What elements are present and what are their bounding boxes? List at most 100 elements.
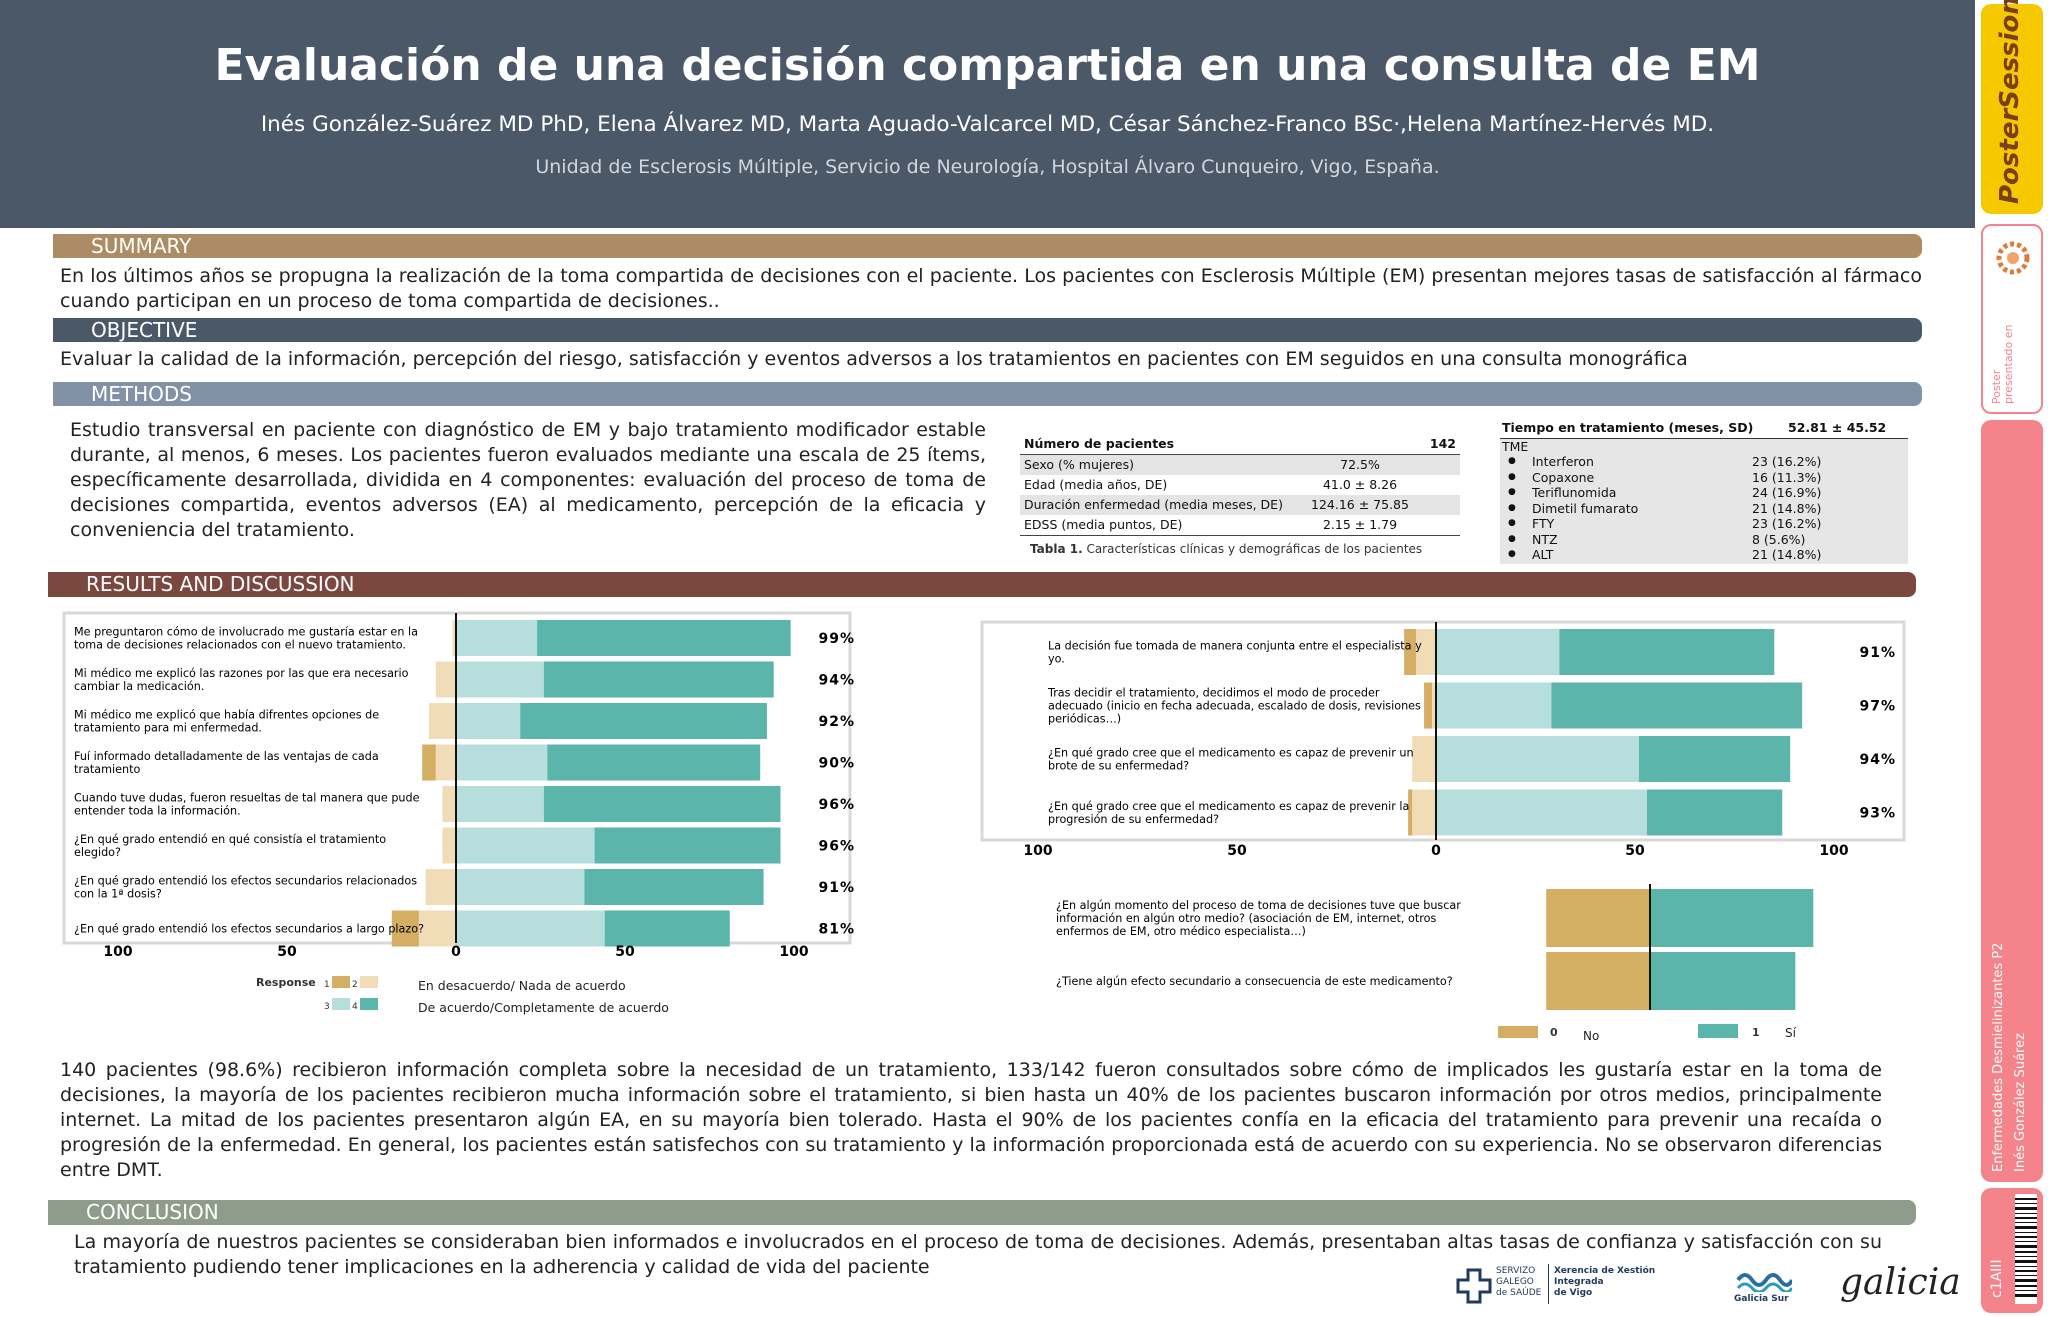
table-cell-label: EDSS (media puntos, DE) bbox=[1024, 517, 1183, 532]
bar-segment-1 bbox=[1404, 629, 1417, 675]
table-caption-number: Tabla 1. bbox=[1030, 542, 1083, 556]
x-tick-label: 50 bbox=[1625, 843, 1645, 858]
legend-key: 1 bbox=[324, 980, 330, 990]
x-tick-label: 100 bbox=[1023, 843, 1052, 858]
table-caption: Tabla 1. Características clínicas y demo… bbox=[1030, 542, 1422, 556]
table-caption-text: Características clínicas y demográficas … bbox=[1082, 542, 1423, 556]
code-block: c1AIII bbox=[1981, 1188, 2043, 1313]
xerencia-line: Xerencia de Xestión Integrada bbox=[1554, 1266, 1656, 1287]
bar-segment-3 bbox=[456, 827, 595, 864]
bar-segment-3 bbox=[456, 661, 544, 698]
bullet-icon: ● bbox=[1508, 533, 1516, 544]
legend-key: 2 bbox=[352, 980, 358, 990]
presented-text: Poster presentado en bbox=[1990, 324, 2015, 404]
category-label: ¿En algún momento del proceso de toma de… bbox=[1056, 899, 1461, 938]
sergas-cross-icon bbox=[1456, 1268, 1492, 1304]
chart-decision-efficacy: La decisión fue tomada de manera conjunt… bbox=[980, 620, 1906, 858]
bar-segment-no bbox=[1546, 952, 1650, 1010]
code-text: c1AIII bbox=[1989, 1259, 2005, 1298]
percent-label: 96% bbox=[818, 839, 855, 855]
tme-name: Teriflunomida bbox=[1532, 485, 1617, 500]
tme-name: Interferon bbox=[1532, 454, 1594, 469]
bar-segment-4 bbox=[547, 744, 761, 781]
bar-segment-4 bbox=[1559, 629, 1775, 675]
chart-yes-no: ¿En algún momento del proceso de toma de… bbox=[1056, 884, 1814, 1043]
bar-segment-1 bbox=[391, 910, 419, 947]
category-label: ¿En qué grado entendió los efectos secun… bbox=[74, 875, 417, 901]
sergas-line: GALEGO bbox=[1496, 1277, 1534, 1287]
table-cell-value: 41.0 ± 8.26 bbox=[1322, 477, 1398, 492]
bar-segment-2 bbox=[435, 744, 456, 781]
poster-affiliation: Unidad de Esclerosis Múltiple, Servicio … bbox=[535, 156, 1440, 178]
bar-segment-3 bbox=[456, 620, 538, 656]
x-tick-label: 100 bbox=[1819, 843, 1848, 858]
table-header-value: 52.81 ± 45.52 bbox=[1788, 420, 1887, 435]
bar-segment-3 bbox=[1436, 682, 1552, 729]
legend-swatch-no bbox=[1498, 1026, 1538, 1038]
sergas-logo: SERVIZO GALEGO de SAÚDE Xerencia de Xest… bbox=[1456, 1264, 1706, 1308]
legend-agree-label: De acuerdo/Completamente de acuerdo bbox=[418, 1000, 669, 1015]
presented-block: Poster presentado en bbox=[1981, 224, 2043, 414]
bullet-icon: ● bbox=[1508, 549, 1516, 559]
bullet-icon: ● bbox=[1508, 471, 1516, 482]
bullet-icon: ● bbox=[1508, 456, 1516, 466]
bar-segment-4 bbox=[1551, 682, 1803, 729]
bar-segment-2 bbox=[452, 620, 456, 656]
poster-title: Evaluación de una decisión compartida en… bbox=[214, 40, 1761, 91]
results-heading: RESULTS AND DISCUSSION bbox=[48, 572, 1916, 597]
x-tick-label: 50 bbox=[1227, 843, 1247, 858]
percent-label: 96% bbox=[818, 797, 855, 813]
table-header-label: Número de pacientes bbox=[1024, 436, 1175, 451]
category-label: ¿Tiene algún efecto secundario a consecu… bbox=[1056, 975, 1453, 988]
x-tick-label: 50 bbox=[277, 944, 297, 960]
legend-swatch bbox=[332, 976, 350, 988]
bar-segment-2 bbox=[1412, 736, 1436, 782]
bar-segment-3 bbox=[1436, 789, 1647, 836]
bar-segment-yes bbox=[1650, 889, 1814, 947]
percent-label: 93% bbox=[1859, 806, 1896, 822]
x-tick-label: 50 bbox=[615, 944, 635, 960]
bar-segment-1 bbox=[1408, 789, 1413, 836]
category-label: Mi médico me explicó las razones por las… bbox=[74, 667, 409, 693]
bar-segment-2 bbox=[1416, 629, 1436, 675]
percent-label: 91% bbox=[818, 880, 855, 896]
x-tick-label: 100 bbox=[779, 944, 808, 960]
bar-segment-1 bbox=[422, 744, 436, 781]
chart-shared-decision: Me preguntaron cómo de involucrado me gu… bbox=[62, 611, 855, 1015]
tme-value: 16 (11.3%) bbox=[1752, 469, 1822, 485]
legend-swatch bbox=[332, 998, 350, 1010]
table-cell-value: 72.5% bbox=[1340, 457, 1380, 472]
tme-row: ● NTZ 8 (5.6%) bbox=[1500, 532, 1908, 547]
x-tick-label: 100 bbox=[103, 944, 132, 960]
poster-header bbox=[0, 0, 1975, 228]
tme-name: FTY bbox=[1532, 516, 1555, 531]
bullet-icon: ● bbox=[1508, 487, 1516, 497]
bar-segment-2 bbox=[442, 786, 456, 822]
legend-key: 1 bbox=[1752, 1026, 1760, 1039]
table-cell-label: Sexo (% mujeres) bbox=[1024, 457, 1134, 472]
topic-text: Enfermedades Desmielinizantes P2 bbox=[1991, 942, 2006, 1172]
tme-value: 8 (5.6%) bbox=[1752, 531, 1806, 547]
tme-value: 23 (16.2%) bbox=[1752, 516, 1822, 531]
bar-segment-yes bbox=[1650, 952, 1796, 1010]
objective-heading: OBJECTIVE bbox=[53, 318, 1922, 342]
bullet-icon: ● bbox=[1508, 518, 1516, 528]
category-label: Tras decidir el tratamiento, decidimos e… bbox=[1047, 687, 1421, 726]
table-header-value: 142 bbox=[1429, 436, 1456, 451]
sidebar: PosterSessionOnline Poster presentado en… bbox=[1975, 0, 2048, 1317]
percent-label: 99% bbox=[818, 631, 855, 647]
summary-heading: SUMMARY bbox=[53, 234, 1922, 258]
bar-segment-3 bbox=[456, 703, 521, 739]
category-label: ¿En qué grado cree que el medicamento es… bbox=[1048, 747, 1414, 773]
conclusion-text: La mayoría de nuestros pacientes se cons… bbox=[74, 1231, 1882, 1278]
bar-segment-2 bbox=[425, 869, 456, 905]
brand-text: PosterSessionOnline bbox=[1995, 0, 2025, 204]
bar-segment-4 bbox=[594, 827, 781, 864]
xerencia-line: de Vigo bbox=[1554, 1288, 1593, 1298]
brand-block[interactable]: PosterSessionOnline bbox=[1981, 0, 2043, 214]
bar-segment-4 bbox=[537, 620, 791, 656]
percent-label: 97% bbox=[1859, 699, 1896, 715]
percent-label: 90% bbox=[818, 756, 855, 772]
bar-segment-4 bbox=[1646, 789, 1783, 836]
methods-heading: METHODS bbox=[53, 382, 1922, 406]
